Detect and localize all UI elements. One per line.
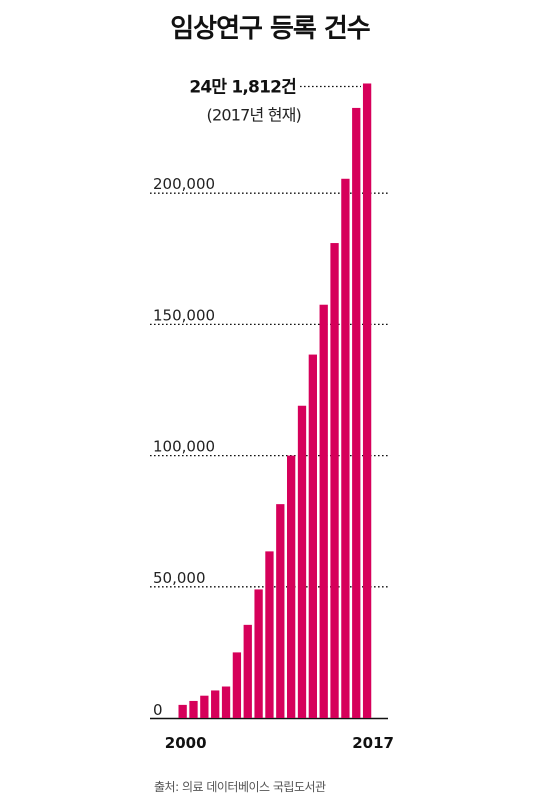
bar-2003 bbox=[211, 690, 220, 718]
bar-2008 bbox=[265, 551, 274, 718]
annotation-main: 24만 1,812건 bbox=[189, 77, 296, 97]
x-tick-label-2000: 2000 bbox=[165, 734, 207, 752]
y-tick-label-4: 200,000 bbox=[153, 175, 215, 193]
bar-2002 bbox=[200, 695, 209, 718]
y-tick-label-3: 150,000 bbox=[153, 306, 215, 324]
bar-2015 bbox=[341, 178, 350, 718]
bar-2017 bbox=[362, 83, 372, 719]
bar-2010 bbox=[287, 455, 296, 718]
bar-2016 bbox=[352, 107, 361, 719]
bar-2013 bbox=[319, 304, 328, 718]
y-tick-label-0: 0 bbox=[153, 701, 163, 719]
bar-2009 bbox=[276, 504, 285, 718]
bar-2005 bbox=[232, 652, 242, 718]
bar-2001 bbox=[189, 700, 198, 718]
bar-2011 bbox=[297, 405, 307, 718]
bar-2006 bbox=[243, 624, 252, 718]
x-tick-label-2017: 2017 bbox=[352, 734, 394, 752]
bar-2012 bbox=[308, 354, 317, 718]
annotation-sub: (2017년 현재) bbox=[207, 105, 301, 124]
y-tick-label-2: 100,000 bbox=[153, 438, 215, 456]
labels: 0 50,000 100,000 150,000 200,000 2000 2017 24만 … bbox=[153, 77, 394, 752]
bar-2007 bbox=[254, 589, 263, 718]
chart-title: 임상연구 등록 건수 bbox=[170, 14, 370, 44]
source-note: 출처: 의료 데이터베이스 국립도서관 bbox=[154, 780, 326, 794]
gridlines bbox=[150, 85, 388, 720]
bars bbox=[178, 83, 372, 719]
bar-2004 bbox=[221, 686, 231, 718]
bar-2000 bbox=[178, 704, 187, 718]
bar-2014 bbox=[330, 243, 339, 718]
y-tick-label-1: 50,000 bbox=[153, 569, 206, 587]
